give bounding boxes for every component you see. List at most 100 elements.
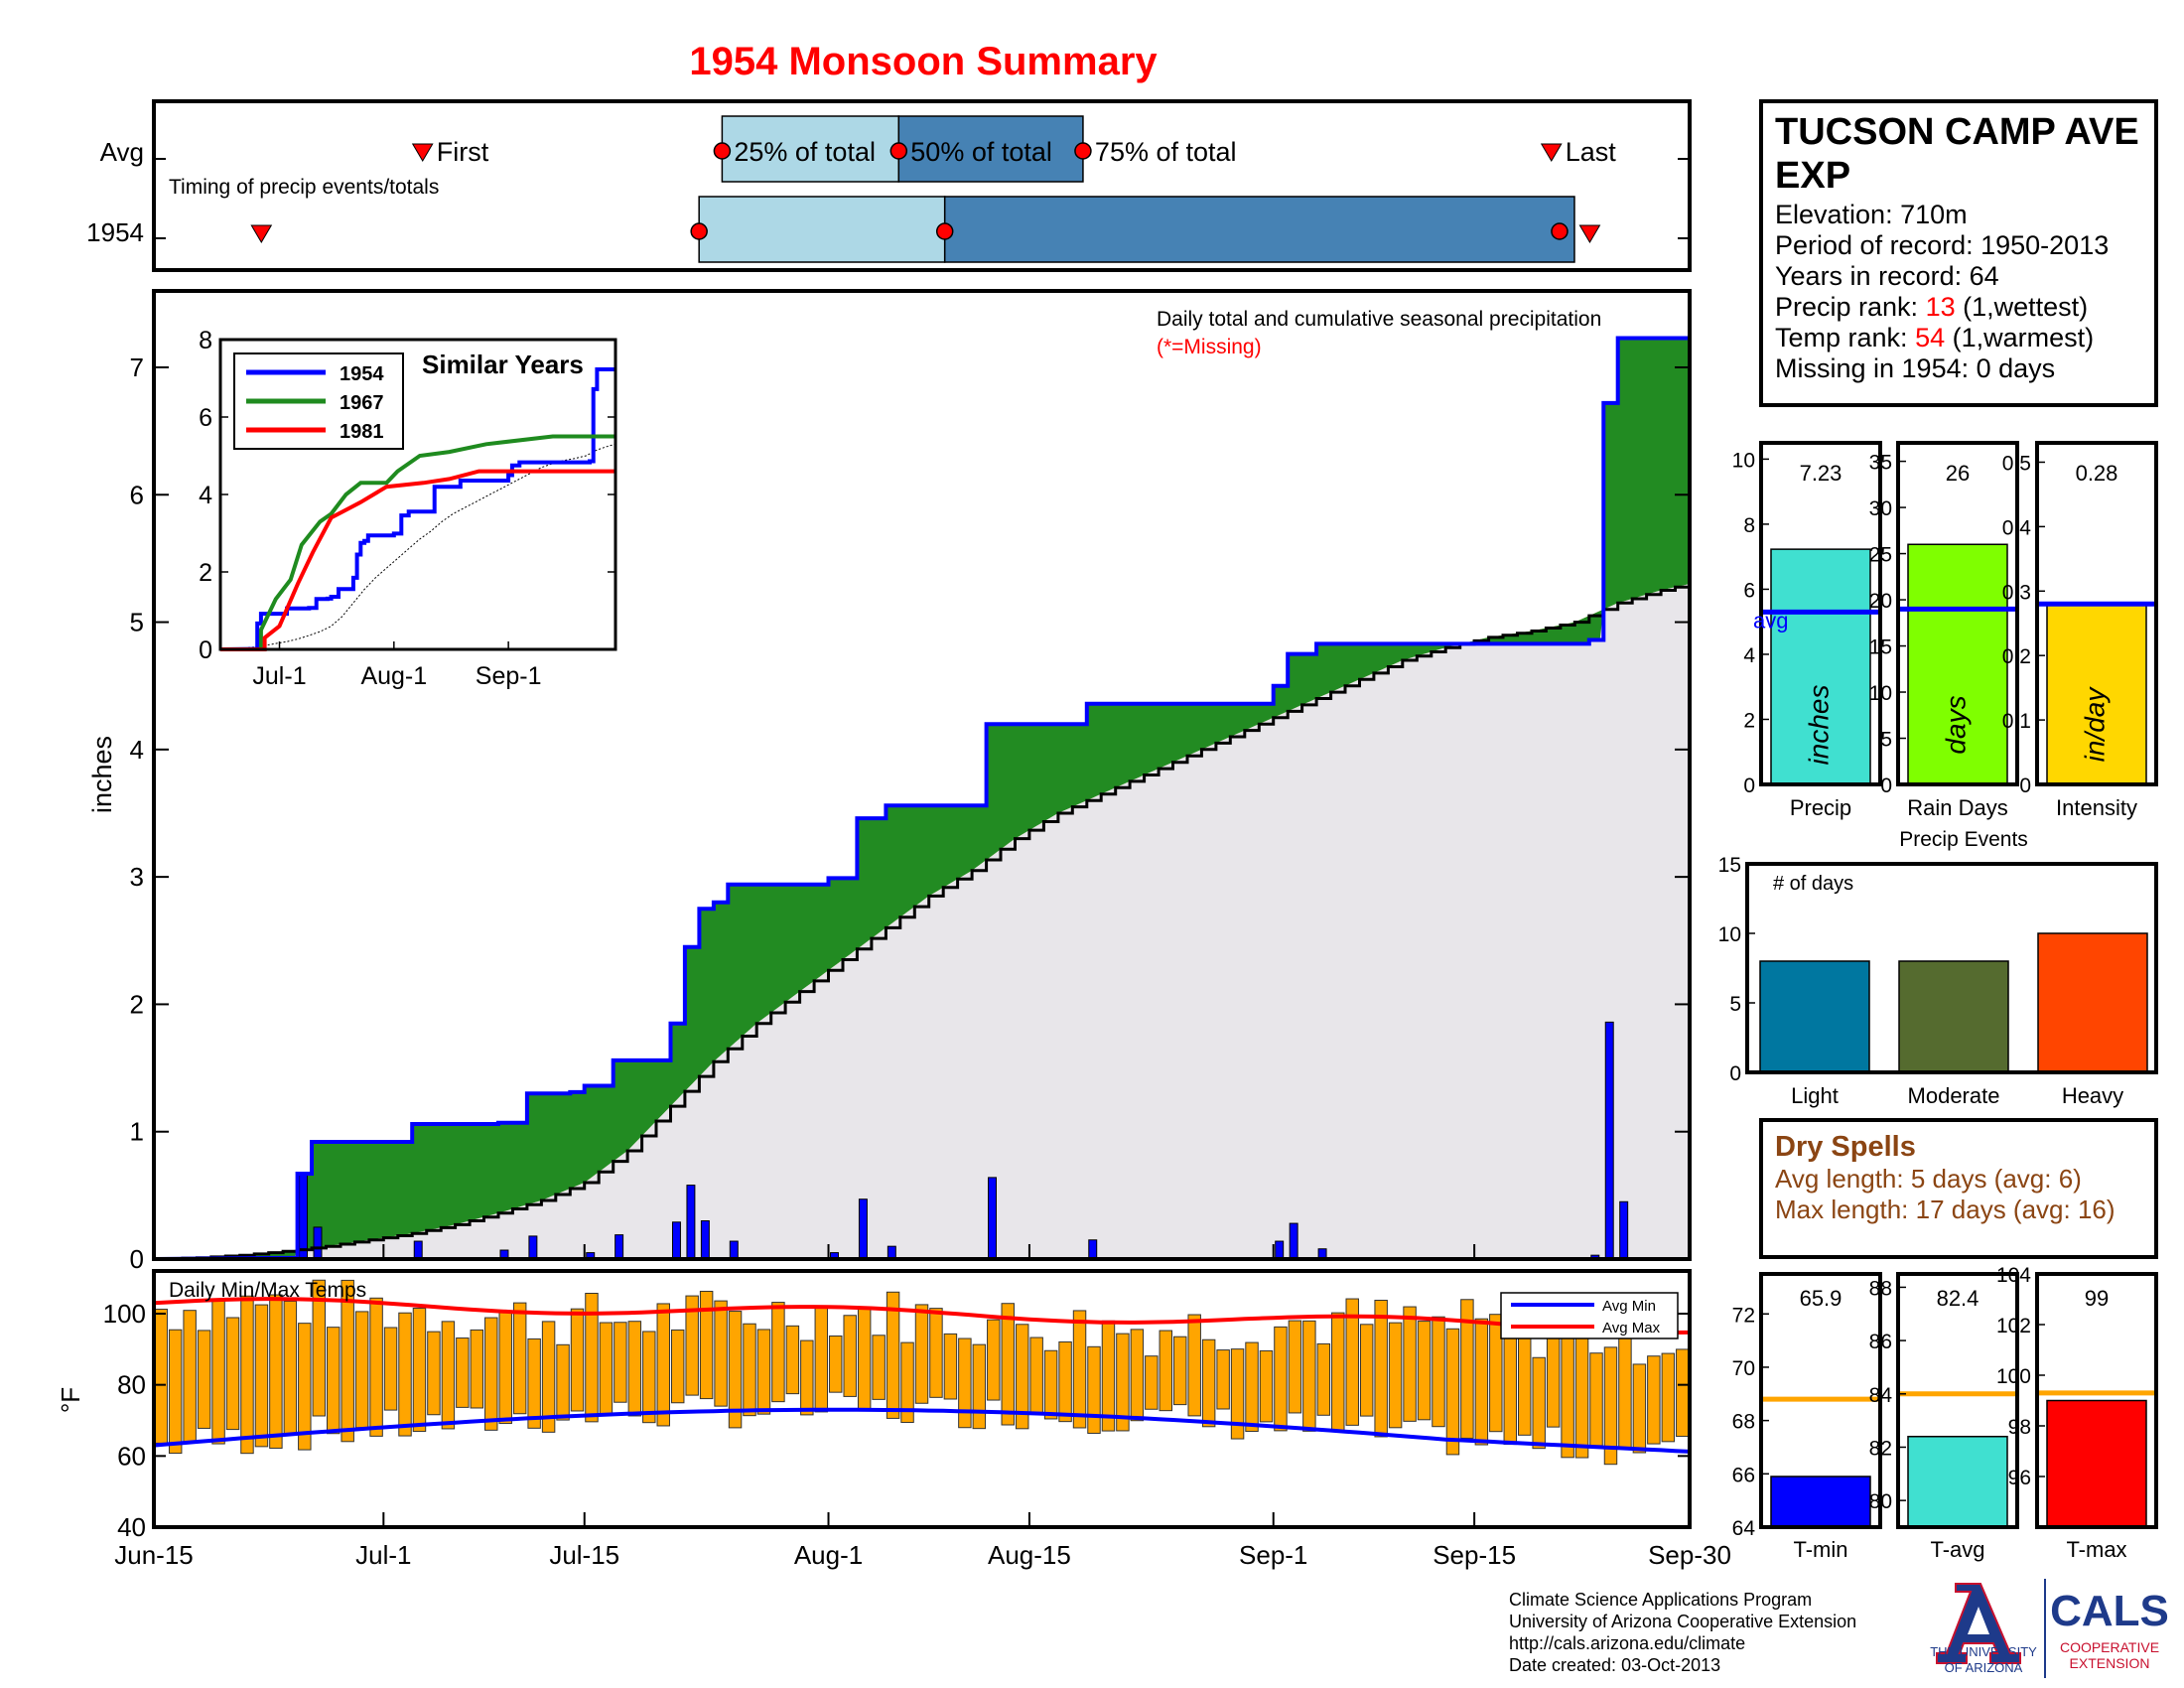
daily-temp-bar: [527, 1337, 541, 1429]
footer-credits: Climate Science Applications Program Uni…: [1509, 1590, 1856, 1675]
temp-total-bar: [1907, 1435, 2008, 1528]
total-unit: in/day: [2079, 686, 2110, 763]
y-tick-label: 2: [130, 989, 144, 1019]
daily-temp-bar: [326, 1327, 341, 1435]
event-category-label: Heavy: [2062, 1083, 2123, 1108]
total-y-tick-label: 0: [1743, 774, 1755, 797]
daily-temp-bar: [1087, 1345, 1101, 1434]
event-category-label: Light: [1791, 1083, 1839, 1108]
legend-label-1954: 1954: [340, 363, 384, 385]
y1954-first-marker: [250, 224, 273, 243]
daily-temp-bar: [1474, 1318, 1489, 1446]
temp-chart-frame: [152, 1269, 1692, 1529]
daily-precip-bar: [1289, 1222, 1298, 1260]
daily-temp-bar: [298, 1323, 312, 1451]
daily-temp-bar: [972, 1343, 987, 1430]
total-bar: [1770, 548, 1871, 785]
daily-precip-bar: [1619, 1200, 1629, 1260]
daily-temp-bar: [168, 1329, 183, 1455]
dry-spells-panel: Dry Spells Avg length: 5 days (avg: 6) M…: [1759, 1118, 2158, 1259]
total-value: 26: [1946, 461, 1970, 486]
temp-total-y-tick-label: 64: [1732, 1517, 1756, 1540]
daily-precip-bars: [299, 1021, 1629, 1260]
avg-25-50-box: [721, 115, 900, 183]
avg-cumulative-line: [154, 584, 1692, 1261]
avg-max-line: [153, 1297, 1691, 1335]
daily-temp-bar: [685, 1295, 699, 1396]
temp-y-tick-label: 100: [103, 1299, 146, 1329]
temp-total-value: 82.4: [1937, 1286, 1979, 1311]
temperature-chart: 40 60 80 100 Daily Min/Max Temps °F Avg Min…: [56, 1269, 1692, 1542]
event-bar-moderate: [1898, 960, 2009, 1073]
baseline-fill: [154, 584, 1690, 1259]
total-y-tick-label: 5: [1880, 729, 1892, 752]
timing-row-label-1954: 1954: [86, 217, 144, 247]
daily-precip-bar: [614, 1234, 624, 1260]
station-info-panel: TUCSON CAMP AVE EXP Elevation: 710m Peri…: [1759, 99, 2158, 407]
y-tick-label: 4: [130, 735, 144, 765]
daily-temp-bar: [283, 1300, 298, 1437]
legend-label-1967: 1967: [340, 392, 384, 414]
event-bar-light: [1759, 960, 1870, 1073]
daily-temp-bar: [498, 1310, 512, 1425]
daily-precip-bar: [413, 1240, 423, 1260]
daily-temp-bar: [728, 1311, 743, 1429]
daily-temp-bar: [900, 1341, 914, 1424]
total-y-tick-label: 30: [1869, 497, 1892, 520]
timing-p50-label: 50% of total: [910, 137, 1052, 167]
temp-total-y-tick-label: 66: [1732, 1464, 1755, 1486]
ext-line1: COOPERATIVE: [2060, 1639, 2159, 1655]
daily-temp-bar: [929, 1308, 943, 1398]
footer-line1: Climate Science Applications Program: [1509, 1590, 1812, 1610]
daily-temp-bar: [656, 1303, 670, 1427]
daily-temp-bar: [1374, 1300, 1388, 1438]
total-value: 0.28: [2076, 461, 2118, 486]
temp-total-y-tick-label: 102: [1996, 1315, 2031, 1337]
daily-temp-bar: [771, 1302, 785, 1403]
total-y-tick-label: 10: [1869, 682, 1892, 705]
daily-temp-bar: [1489, 1314, 1503, 1433]
daily-temp-bar: [958, 1337, 972, 1429]
totals-panel-intensity: 0 0.1 0.2 0.3 0.4 0.5 0.28 in/day Intensity: [2002, 441, 2158, 820]
daily-temp-bar: [1574, 1325, 1589, 1459]
total-y-tick-label: 35: [1869, 452, 1892, 475]
temp-y-tick-label: 60: [117, 1441, 146, 1471]
daily-temp-bar: [943, 1333, 958, 1400]
daily-temp-bar: [1532, 1356, 1546, 1450]
daily-temp-bar: [800, 1339, 814, 1416]
daily-precip-bar: [858, 1198, 868, 1260]
y-tick-label: 0: [130, 1244, 144, 1274]
temp-chart-title: Daily Min/Max Temps: [169, 1279, 366, 1302]
inset-ticks: 0 2 4 6 8 Jul-1 Aug-1 Sep-1: [199, 327, 615, 690]
daily-temp-bar: [570, 1308, 585, 1412]
x-tick-label: Jul-1: [355, 1540, 411, 1570]
daily-temp-bar: [1145, 1355, 1159, 1410]
footer-line3: http://cals.arizona.edu/climate: [1509, 1633, 1745, 1653]
daily-temp-bar: [341, 1279, 354, 1443]
temp-panel-t-max: 96 98 100 102 104 99 T-max: [1996, 1264, 2158, 1562]
daily-temp-bar: [714, 1300, 728, 1407]
y-tick-label: 7: [130, 352, 144, 382]
precip-chart-frame: [152, 289, 1692, 1261]
inset-y-tick-label: 0: [199, 636, 212, 664]
inset-frame: [218, 338, 617, 651]
temp-total-bar: [1770, 1476, 1871, 1528]
daily-precip-bar: [671, 1221, 681, 1260]
daily-temp-bar: [1632, 1363, 1647, 1454]
daily-temp-bar: [1603, 1346, 1618, 1466]
total-y-tick-label: 0.5: [2002, 452, 2031, 475]
temp-panel-t-min: 64 66 68 70 72 65.9 T-min: [1732, 1272, 1882, 1562]
daily-temp-bar: [886, 1291, 900, 1419]
total-frame: [2035, 441, 2158, 786]
inset-line-1967: [220, 434, 615, 651]
daily-precip-bar: [528, 1235, 538, 1260]
precip-rank-value: 13: [1926, 292, 1956, 322]
inset-lines: [219, 367, 616, 651]
total-unit: inches: [1803, 685, 1834, 766]
temp-total-label: T-min: [1794, 1537, 1848, 1562]
daily-temp-bar: [1561, 1325, 1574, 1459]
footer-line4: Date created: 03-Oct-2013: [1509, 1655, 1720, 1675]
x-tick-label: Aug-15: [988, 1540, 1071, 1570]
